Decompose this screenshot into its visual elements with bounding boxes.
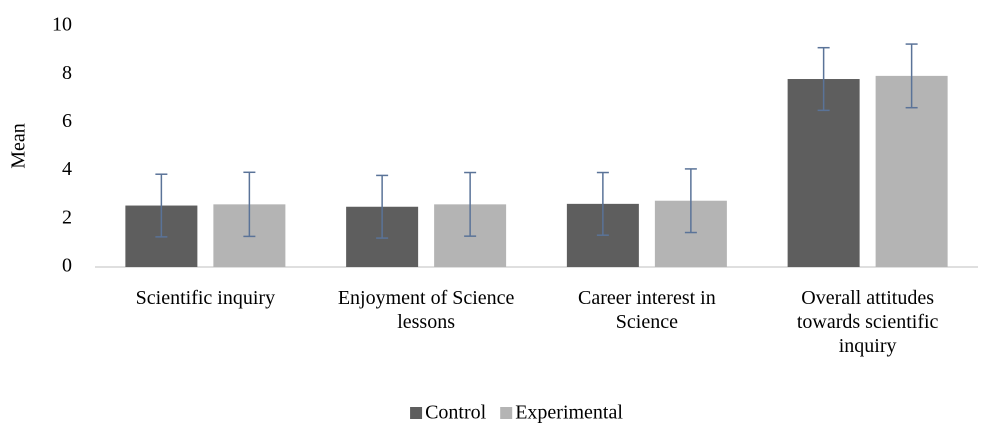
- error-bar: [243, 171, 256, 238]
- error-bar: [155, 173, 168, 238]
- error-bar: [596, 171, 609, 236]
- y-tick-label: 4: [62, 158, 72, 180]
- legend-label: Experimental: [515, 402, 623, 424]
- error-bar: [464, 171, 477, 237]
- legend-swatch: [500, 407, 513, 419]
- y-tick-label: 2: [62, 206, 72, 228]
- y-tick-label: 8: [62, 62, 72, 84]
- x-tick-label: Overall attitudes towards scientific inq…: [796, 287, 939, 357]
- error-bar: [905, 43, 918, 109]
- error-bar: [684, 168, 697, 234]
- y-tick-label: 6: [62, 110, 72, 132]
- y-tick-label: 10: [52, 14, 72, 36]
- error-bar: [817, 46, 830, 112]
- x-tick-label: Enjoyment of Science lessons: [337, 287, 515, 333]
- error-bar: [376, 174, 389, 239]
- x-tick-label: Scientific inquiry: [135, 287, 276, 309]
- y-tick-label: 0: [62, 255, 72, 277]
- legend-swatch: [410, 407, 423, 419]
- legend-label: Control: [425, 402, 487, 424]
- y-axis-label: Mean: [8, 123, 30, 169]
- x-tick-label: Career interest in Science: [578, 287, 716, 333]
